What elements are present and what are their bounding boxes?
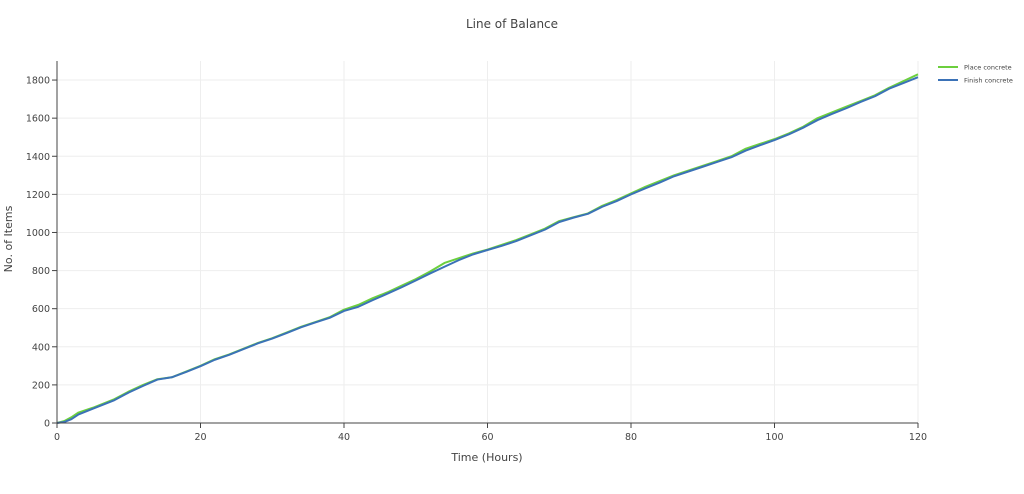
y-tick-label: 800 — [32, 266, 50, 277]
axes: 0 200 400 600 800 1000 1200 1400 1600 1800 0 20 40 60… — [26, 61, 927, 443]
y-tick-label: 0 — [44, 419, 50, 430]
legend-label: Place concrete — [964, 64, 1012, 72]
y-tick-label: 200 — [32, 380, 50, 391]
series-layer — [56, 73, 919, 424]
chart-title: Line of Balance — [466, 17, 558, 31]
y-tick-label: 1200 — [26, 190, 50, 201]
x-tick-label: 120 — [909, 432, 927, 443]
y-tick-label: 400 — [32, 342, 50, 353]
y-tick-label: 1000 — [26, 228, 50, 239]
x-tick-label: 0 — [54, 432, 60, 443]
legend-item[interactable]: Place concrete — [938, 64, 1012, 72]
y-tick-label: 1600 — [26, 114, 50, 125]
x-tick-label: 100 — [765, 432, 783, 443]
legend[interactable]: Place concrete Finish concrete — [938, 64, 1013, 85]
x-tick-label: 60 — [481, 432, 493, 443]
legend-label: Finish concrete — [964, 77, 1013, 85]
grid — [57, 61, 919, 423]
x-axis-title: Time (Hours) — [450, 451, 522, 464]
x-tick-label: 40 — [338, 432, 350, 443]
series-line-finish-concrete — [56, 76, 919, 424]
y-tick-label: 600 — [32, 304, 50, 315]
legend-item[interactable]: Finish concrete — [938, 77, 1013, 85]
y-tick-label: 1800 — [26, 76, 50, 87]
y-tick-label: 1400 — [26, 152, 50, 163]
x-tick-label: 20 — [194, 432, 206, 443]
y-axis-title: No. of Items — [2, 205, 15, 272]
x-tick-label: 80 — [625, 432, 637, 443]
